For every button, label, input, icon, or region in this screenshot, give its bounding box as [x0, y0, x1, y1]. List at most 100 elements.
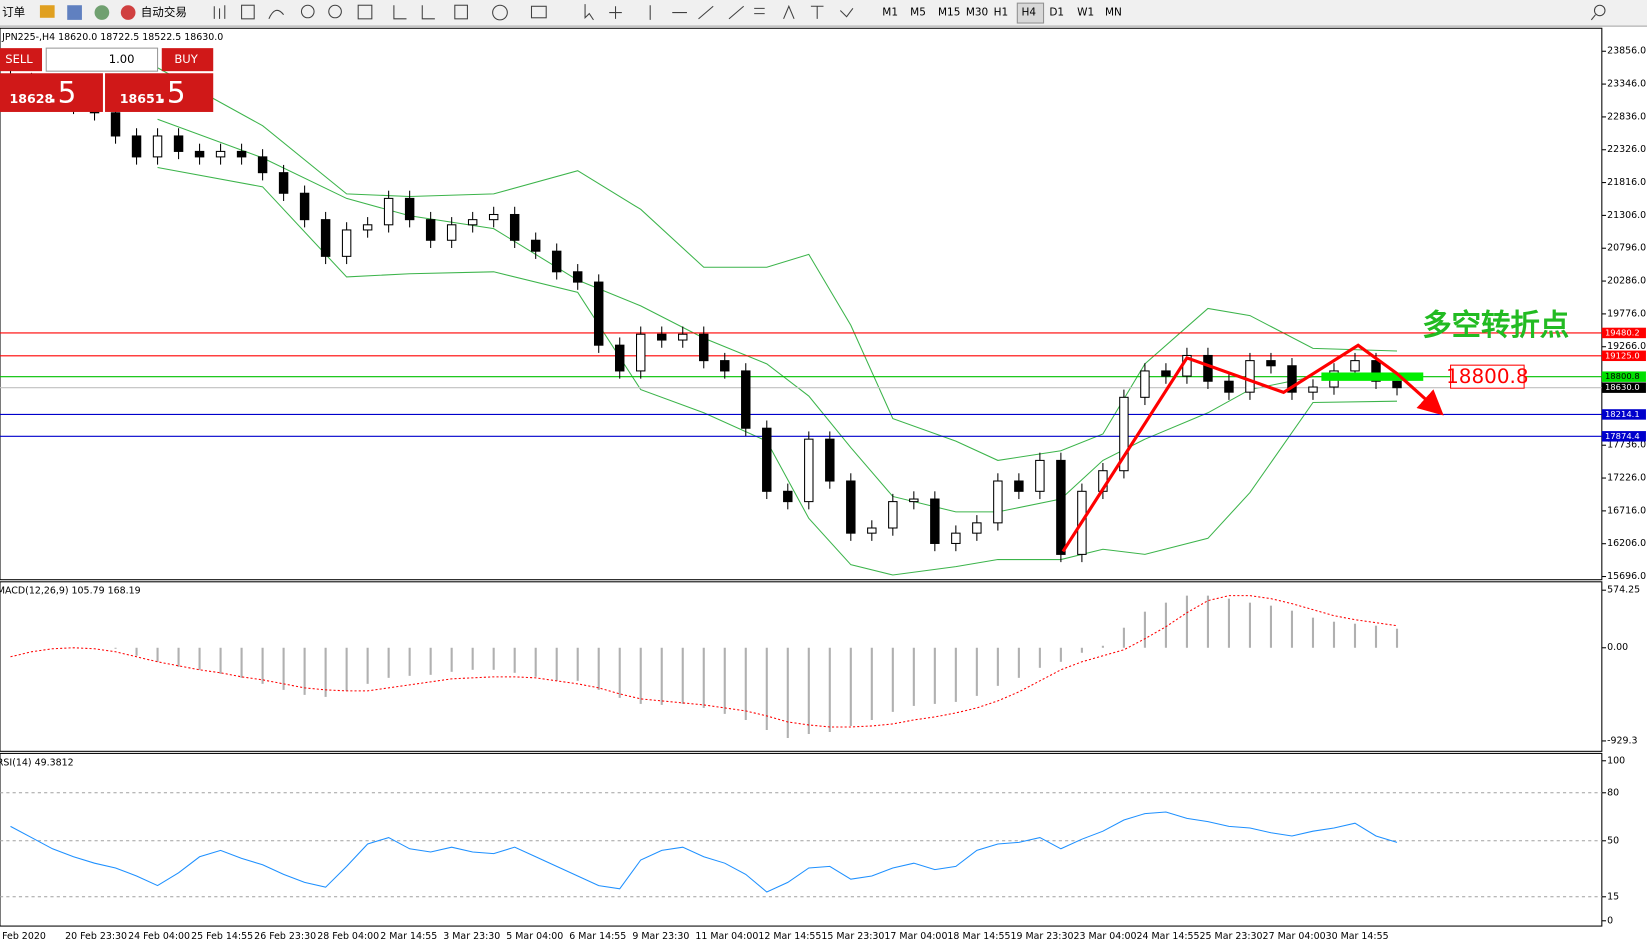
y-tick-label: -929.3: [1607, 735, 1637, 746]
level-label-box: [1450, 364, 1525, 389]
candle-body: [1161, 370, 1171, 377]
x-tick-label: 30 Mar 14:55: [1326, 931, 1389, 942]
candle-body: [1224, 380, 1234, 393]
candle-body: [257, 156, 268, 174]
x-tick-label: 18 Mar 14:55: [947, 931, 1010, 942]
bid-box[interactable]: [0, 73, 103, 112]
icon[interactable]: [530, 5, 547, 19]
icon[interactable]: [649, 5, 765, 20]
timeframe-button[interactable]: W1: [1077, 7, 1094, 19]
x-tick-label: 26 Feb 23:30: [254, 931, 316, 942]
icon[interactable]: [328, 4, 342, 19]
bollinger-upper: [157, 67, 1398, 461]
toolbar-bg: [0, 0, 1647, 27]
x-tick-label: 25 Feb 14:55: [191, 931, 253, 942]
icon[interactable]: [94, 5, 110, 20]
icon[interactable]: [213, 5, 226, 19]
candle-body: [888, 501, 898, 529]
candle-body: [699, 333, 709, 362]
search-icon[interactable]: [1590, 14, 1596, 21]
candle-body: [825, 438, 835, 482]
x-tick-label: 3 Mar 23:30: [443, 931, 500, 942]
buy-label[interactable]: BUY: [174, 52, 198, 66]
rsi-pane: [0, 752, 1603, 927]
price-level-box: [1601, 371, 1646, 382]
x-tick-label: 12 Mar 14:55: [758, 931, 821, 942]
candle-body: [636, 333, 646, 372]
toolbar-icons: [213, 4, 1606, 21]
price-level-label: 18800.8: [1605, 371, 1640, 381]
icon[interactable]: [39, 5, 55, 18]
timeframe-button[interactable]: H1: [994, 7, 1009, 19]
trend-arrow: [1061, 343, 1444, 553]
candle-body: [551, 250, 562, 273]
y-tick-label: 17226.0: [1607, 473, 1646, 484]
candle-body: [383, 197, 394, 226]
sell-button[interactable]: [0, 48, 43, 72]
plot-area: [0, 27, 1603, 927]
icon[interactable]: [393, 5, 435, 20]
auto-trade-icon[interactable]: [120, 5, 136, 20]
x-tick-label: 9 Mar 23:30: [632, 931, 689, 942]
bid-price[interactable]: 18628: [9, 91, 53, 106]
annotation: 多空转折点: [1422, 308, 1569, 342]
order-button[interactable]: 订单: [2, 5, 25, 19]
x-tick-label: 17 Mar 04:00: [884, 931, 947, 942]
ask-pips[interactable]: .5: [158, 76, 186, 110]
timeframe-button[interactable]: H4: [1021, 7, 1036, 19]
candle-body: [467, 219, 478, 226]
candle-body: [741, 370, 751, 429]
icon[interactable]: [357, 4, 373, 20]
icon[interactable]: [300, 4, 315, 19]
icon[interactable]: [609, 6, 622, 19]
candle-body: [152, 135, 163, 158]
bid-pips[interactable]: .5: [48, 76, 76, 110]
price-level-box: [1601, 431, 1646, 442]
ask-price[interactable]: 18651: [120, 91, 164, 106]
ask-box[interactable]: [105, 73, 214, 112]
timeframe-button[interactable]: M30: [966, 7, 988, 19]
candle-body: [762, 427, 772, 492]
candle-body: [783, 490, 793, 503]
rsi-line: [10, 811, 1398, 893]
candle-body: [867, 527, 877, 534]
icon[interactable]: [268, 9, 285, 20]
timeframe-button[interactable]: M1: [882, 7, 898, 19]
y-tick-label: 16206.0: [1607, 538, 1646, 549]
timeframe-button[interactable]: M15: [938, 7, 960, 19]
candle-body: [509, 213, 520, 241]
lots-box[interactable]: [45, 47, 159, 72]
icon[interactable]: [584, 4, 594, 21]
x-tick-label: 5 Mar 04:00: [506, 931, 563, 942]
timeframe-button[interactable]: M5: [910, 7, 926, 19]
y-tick-label: 22326.0: [1607, 144, 1646, 155]
level-label: 18800.8: [1446, 365, 1528, 388]
y-tick-label: 15: [1607, 891, 1619, 902]
lots-value[interactable]: 1.00: [109, 52, 135, 66]
timeframe-button[interactable]: D1: [1049, 7, 1064, 19]
search-icon[interactable]: [1593, 4, 1606, 17]
x-tick-label: 23 Mar 04:00: [1073, 931, 1136, 942]
icon[interactable]: [67, 5, 82, 20]
candle-body: [614, 344, 625, 372]
candle-body: [1371, 360, 1381, 382]
icon[interactable]: [454, 4, 468, 20]
y-tick-label: 0.00: [1607, 642, 1628, 653]
candle-body: [299, 192, 310, 221]
candle-body: [278, 172, 289, 194]
price-level-label: 19125.0: [1605, 350, 1640, 360]
auto-trade-button[interactable]: 自动交易: [141, 5, 187, 19]
y-tick-label: 20286.0: [1607, 276, 1646, 287]
candle-body: [657, 333, 667, 341]
candle-body: [951, 532, 961, 544]
timeframe-button[interactable]: MN: [1105, 7, 1122, 19]
icon[interactable]: [492, 4, 508, 21]
icon[interactable]: [241, 4, 255, 20]
icon[interactable]: [783, 4, 854, 20]
buy-button[interactable]: [161, 48, 214, 72]
candle-body: [972, 522, 982, 534]
y-tick-label: 574.25: [1607, 585, 1640, 596]
sell-label[interactable]: SELL: [5, 52, 33, 66]
